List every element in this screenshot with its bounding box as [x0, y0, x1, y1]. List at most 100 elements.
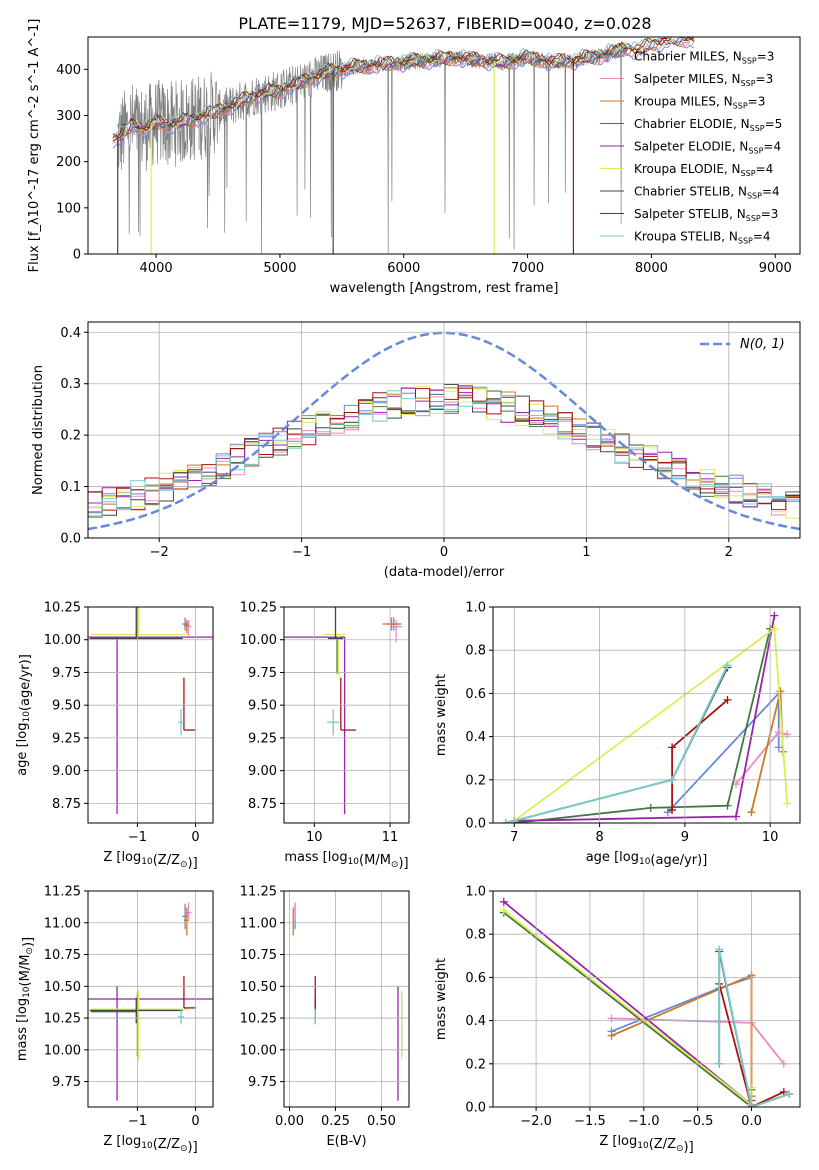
series-marker [723, 801, 732, 810]
series-line [503, 901, 753, 1107]
series-marker [779, 1087, 788, 1096]
legend-entry: Salpeter STELIB, NSSP=3 [634, 207, 778, 223]
mass_vs_ebv-frame [283, 890, 410, 1108]
series-line [514, 615, 776, 822]
y-tick-label: 1.0 [465, 885, 486, 900]
spectrum-panel: 4000 5000 6000 7000 8000 9000 0 100 200 300 400 wav… [27, 19, 801, 296]
series-line [503, 911, 753, 1107]
legend-entry: Salpeter MILES, NSSP=3 [634, 72, 773, 88]
x-tick-label: 9000 [759, 261, 792, 276]
y-tick-label: 11.00 [240, 916, 277, 931]
y-tick-label: 9.75 [52, 1075, 81, 1090]
y-tick-label: 0.6 [465, 971, 486, 986]
mass_vs_Z-panel: −1 0 9.75 10.00 10.25 10.50 10.75 11.00 11.25 Z [… [15, 885, 214, 1155]
series-marker [783, 799, 792, 808]
x-tick-label: 10 [762, 830, 779, 845]
y-tick-label: 0.0 [60, 532, 81, 547]
spectrum-plot-area [112, 37, 695, 254]
x-tick-label: 5000 [263, 261, 296, 276]
y-tick-label: 11.00 [44, 916, 81, 931]
age_vs_Z-xlabel: Z [log10(Z/Z⊙)] [103, 850, 197, 871]
y-tick-label: 10.25 [240, 1012, 277, 1027]
y-tick-label: 0.3 [60, 377, 81, 392]
age_vs_Z-frame [87, 606, 214, 824]
y-tick-label: 10.25 [44, 601, 81, 616]
y-tick-label: 0.1 [60, 480, 81, 495]
x-tick-label: 10 [306, 830, 323, 845]
series-marker [646, 803, 655, 812]
y-tick-label: 9.75 [248, 666, 277, 681]
y-tick-label: 10.75 [44, 948, 81, 963]
mass_vs_ebv-xlabel: E(B-V) [326, 1134, 366, 1149]
age_vs_mass-panel: 10 11 8.75 9.00 9.25 9.50 9.75 10.00 10.25 mass [… [240, 601, 410, 871]
series-marker [774, 743, 783, 752]
x-tick-label: 0.50 [367, 1114, 396, 1129]
y-tick-label: 0.0 [465, 817, 486, 832]
spectrum-ylabel: Flux [f_λ10^-17 erg cm^-2 s^-1 A^-1] [27, 19, 42, 273]
y-tick-label: 9.50 [52, 699, 81, 714]
series-marker [715, 945, 724, 954]
y-tick-label: 400 [56, 63, 81, 78]
legend-entry: Salpeter ELODIE, NSSP=4 [634, 140, 781, 156]
y-tick-label: 0.8 [465, 928, 486, 943]
y-tick-label: 0.4 [60, 326, 81, 341]
x-tick-label: −0.5 [682, 1114, 714, 1129]
y-tick-label: 0.4 [465, 1014, 486, 1029]
legend-entry: Chabrier MILES, NSSP=3 [634, 50, 774, 66]
model-line [112, 37, 695, 143]
mass_vs_Z-ylabel: mass [log10(M/M⊙)] [15, 937, 36, 1061]
age_vs_mass-frame [283, 606, 410, 824]
y-tick-label: 11.25 [240, 885, 277, 900]
data-spectrum-line [117, 41, 627, 254]
y-tick-label: 9.25 [52, 731, 81, 746]
legend-entry: Chabrier STELIB, NSSP=4 [634, 185, 780, 201]
x-tick-label: −1.5 [574, 1114, 606, 1129]
y-tick-label: 0.0 [465, 1101, 486, 1116]
spectrum-frame [87, 36, 801, 255]
y-tick-label: 10.00 [44, 1043, 81, 1058]
y-tick-label: 300 [56, 109, 81, 124]
series-marker [770, 624, 779, 633]
y-tick-label: 11.25 [44, 885, 81, 900]
mass_vs_Z-frame [87, 890, 214, 1108]
x-tick-label: 8000 [635, 261, 668, 276]
model-line [112, 37, 695, 142]
y-tick-label: 9.00 [52, 764, 81, 779]
y-tick-label: 10.00 [240, 633, 277, 648]
mass_vs_Z-xlabel: Z [log10(Z/Z⊙)] [103, 1134, 197, 1155]
residuals-panel: −2 −1 0 1 2 0.0 0.1 0.2 0.3 0.4 (data-model)/error… [31, 321, 801, 580]
series-line [671, 699, 729, 810]
series-line [718, 983, 785, 1107]
weight_vs_age-xlabel: age [log10(age/yr)] [586, 850, 708, 868]
x-tick-label: 7 [510, 830, 518, 845]
weight_vs_Z-panel: −2.0 −1.5 −1.0 −0.5 0.0 0.0 0.2 0.4 0.6 0.8 1.0 Z [… [434, 885, 801, 1155]
age_vs_Z-panel: −1 0 8.75 9.00 9.25 9.50 9.75 10.00 10.25 Z [log1… [15, 601, 214, 871]
spectrum-xlabel: wavelength [Angstrom, rest frame] [330, 281, 559, 296]
x-tick-label: 0.00 [275, 1114, 304, 1129]
y-tick-label: 10.25 [44, 1012, 81, 1027]
y-tick-label: 8.75 [52, 797, 81, 812]
series-line [718, 949, 790, 1107]
series-marker [747, 808, 756, 817]
y-tick-label: 0.2 [60, 429, 81, 444]
series-marker [770, 611, 779, 620]
x-tick-label: 4000 [140, 261, 173, 276]
y-tick-label: 0.2 [465, 1057, 486, 1072]
series-marker [499, 906, 508, 915]
y-tick-label: 9.50 [248, 699, 277, 714]
x-tick-label: −1 [292, 545, 311, 560]
y-tick-label: 0.4 [465, 730, 486, 745]
series-line [611, 973, 753, 1097]
x-tick-label: −1 [128, 830, 147, 845]
weight_vs_Z-frame [492, 890, 801, 1108]
x-tick-label: 0 [191, 830, 199, 845]
series-line [514, 628, 772, 823]
y-tick-label: 10.25 [240, 601, 277, 616]
legend-entry: Kroupa ELODIE, NSSP=4 [634, 162, 773, 178]
legend-entry: N(0, 1) [740, 337, 785, 352]
y-tick-label: 0.6 [465, 687, 486, 702]
model-line [112, 37, 695, 139]
weight_vs_Z-plot-area [499, 897, 794, 1107]
series-marker [732, 812, 741, 821]
series-marker [723, 661, 732, 670]
